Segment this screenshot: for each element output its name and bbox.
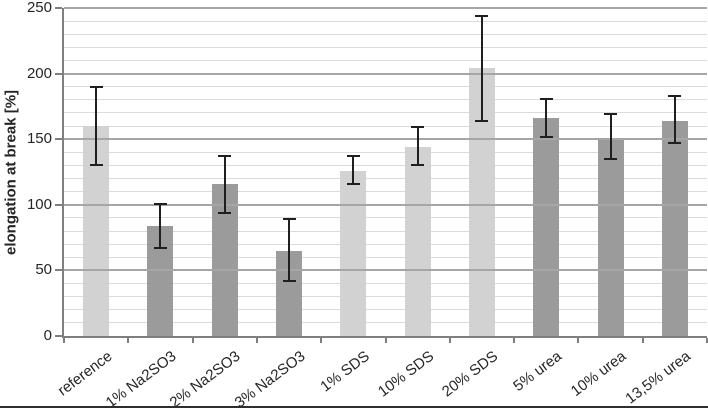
major-gridline	[64, 269, 707, 272]
error-bar-line	[223, 156, 226, 213]
minor-gridline	[64, 256, 707, 258]
minor-gridline	[64, 178, 707, 180]
minor-gridline	[64, 230, 707, 232]
y-tick-mark	[55, 138, 62, 141]
x-axis-label: 10% urea	[568, 347, 630, 400]
x-tick-mark	[255, 338, 258, 343]
bar	[597, 137, 624, 336]
x-tick-mark	[191, 338, 194, 343]
error-bar-cap-top	[668, 94, 682, 97]
y-tick-mark	[55, 7, 62, 9]
error-bar-cap-bottom	[411, 164, 425, 167]
x-tick-mark	[513, 338, 516, 343]
error-bar-line	[288, 219, 291, 281]
bar	[340, 170, 367, 336]
minor-gridline	[64, 283, 707, 285]
minor-gridline	[64, 296, 707, 298]
bar	[533, 118, 560, 336]
error-bar-cap-top	[475, 14, 489, 17]
y-tick-label: 50	[35, 261, 52, 279]
error-bar-cap-bottom	[282, 279, 296, 282]
x-axis-labels: reference 1% Na2SO3 2% Na2SO3 3% Na2SO3 1% S…	[54, 338, 705, 408]
y-tick-label: 0	[43, 327, 52, 344]
error-bar-cap-bottom	[153, 247, 167, 250]
minor-gridline	[64, 217, 707, 219]
x-axis-label: reference	[54, 347, 116, 400]
x-tick-mark	[320, 338, 323, 343]
x-axis-label: 3% Na2SO3	[231, 347, 309, 408]
x-axis-label: 1% SDS	[316, 347, 373, 396]
y-tick-label: 250	[26, 0, 52, 16]
minor-gridline	[64, 20, 707, 22]
minor-gridline	[64, 112, 707, 114]
error-bar-cap-bottom	[346, 182, 360, 185]
y-tick-mark	[55, 72, 62, 75]
minor-gridline	[64, 191, 707, 193]
x-tick-mark	[384, 338, 387, 343]
plot-area	[55, 7, 708, 343]
error-bar-line	[673, 95, 676, 144]
x-axis-label: 20% SDS	[438, 347, 502, 401]
y-tick-label: 200	[26, 64, 52, 82]
y-tick-mark	[55, 269, 62, 272]
error-bar-cap-bottom	[475, 119, 489, 122]
x-axis-label: 10% SDS	[374, 347, 437, 401]
major-gridline	[64, 7, 707, 9]
y-tick-label: 100	[26, 195, 52, 213]
minor-gridline	[64, 59, 707, 61]
bar	[404, 147, 431, 336]
x-tick-mark	[63, 338, 65, 343]
error-bar-line	[159, 203, 162, 249]
y-axis-labels: 0 50 100 150 200 250	[0, 0, 54, 344]
minor-gridline	[64, 125, 707, 127]
minor-gridline	[64, 309, 707, 311]
error-bar-cap-top	[282, 218, 296, 221]
minor-gridline	[64, 86, 707, 88]
error-bar-cap-top	[604, 113, 618, 116]
error-bar-cap-top	[539, 97, 553, 100]
x-tick-mark	[706, 338, 708, 343]
error-bar-cap-bottom	[218, 211, 232, 214]
major-gridline	[64, 72, 707, 75]
y-tick-mark	[55, 203, 62, 206]
error-bar-cap-top	[218, 155, 232, 158]
error-bar-cap-top	[153, 202, 167, 205]
x-axis-label: 5% urea	[510, 347, 566, 395]
error-bar-line	[609, 114, 612, 159]
x-tick-mark	[448, 338, 451, 343]
y-tick-mark	[55, 335, 62, 337]
error-bar-cap-bottom	[89, 164, 103, 167]
figure-bottom-border	[0, 406, 708, 408]
major-gridline	[64, 203, 707, 206]
error-bar-cap-bottom	[668, 142, 682, 145]
y-tick-label: 150	[26, 130, 52, 148]
minor-gridline	[64, 33, 707, 35]
minor-gridline	[64, 151, 707, 153]
minor-gridline	[64, 322, 707, 324]
x-tick-mark	[127, 338, 130, 343]
error-bar-cap-bottom	[539, 135, 553, 138]
error-bar-cap-top	[89, 85, 103, 88]
minor-gridline	[64, 164, 707, 166]
error-bar-line	[545, 98, 548, 137]
bar	[661, 120, 688, 336]
minor-gridline	[64, 243, 707, 245]
minor-gridline	[64, 46, 707, 48]
minor-gridline	[64, 99, 707, 101]
error-bar-cap-top	[411, 126, 425, 129]
error-bar-line	[95, 86, 98, 166]
error-bar-line	[352, 156, 355, 184]
x-tick-mark	[641, 338, 644, 343]
error-bar-line	[416, 127, 419, 166]
x-tick-mark	[577, 338, 580, 343]
error-bar-cap-top	[346, 155, 360, 158]
major-gridline	[64, 138, 707, 141]
error-bar-line	[480, 15, 483, 121]
error-bar-cap-bottom	[604, 157, 618, 160]
x-axis-label: 13,5% urea	[622, 347, 694, 408]
